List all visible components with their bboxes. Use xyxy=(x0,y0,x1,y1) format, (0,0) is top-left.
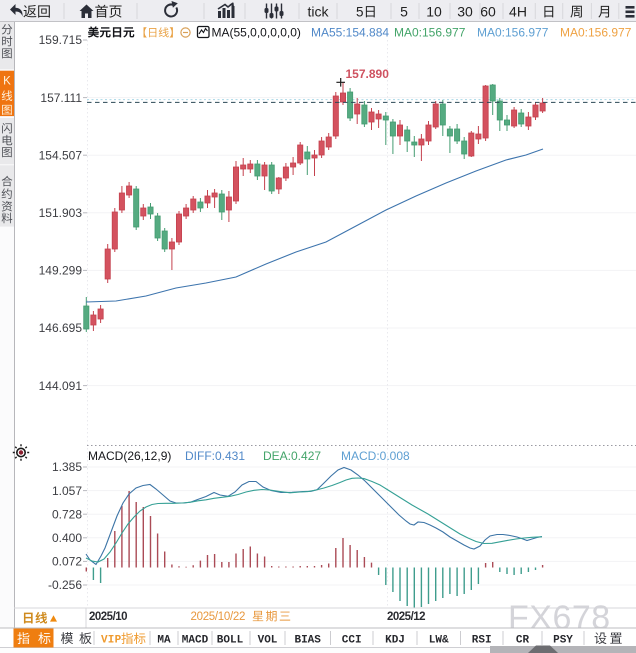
svg-text:2025/12: 2025/12 xyxy=(387,611,425,623)
svg-text:1.057: 1.057 xyxy=(52,484,82,498)
svg-text:MA0:156.977: MA0:156.977 xyxy=(477,26,549,40)
svg-text:MA0:156.977: MA0:156.977 xyxy=(394,26,466,40)
svg-text:4H: 4H xyxy=(509,4,527,20)
svg-text:60: 60 xyxy=(480,4,496,20)
svg-text:MACD: MACD xyxy=(182,635,209,647)
svg-text:MACD(26,12,9): MACD(26,12,9) xyxy=(88,449,171,463)
svg-text:30: 30 xyxy=(457,4,473,20)
svg-text:DIFF:0.431: DIFF:0.431 xyxy=(185,449,245,463)
svg-text:0.400: 0.400 xyxy=(52,531,82,545)
svg-text:BOLL: BOLL xyxy=(217,635,244,647)
svg-text:146.695: 146.695 xyxy=(39,321,83,335)
svg-text:MACD:0.008: MACD:0.008 xyxy=(341,449,410,463)
svg-text:MA55:154.884: MA55:154.884 xyxy=(311,26,389,40)
svg-text:VIP: VIP xyxy=(101,635,122,647)
svg-text:BIAS: BIAS xyxy=(294,635,321,647)
svg-text:149.299: 149.299 xyxy=(39,264,83,278)
svg-text:-0.256: -0.256 xyxy=(48,578,82,592)
svg-text:RSI: RSI xyxy=(472,635,492,647)
svg-text:157.890: 157.890 xyxy=(346,67,390,81)
svg-text:0.728: 0.728 xyxy=(52,507,82,521)
svg-text:157.111: 157.111 xyxy=(40,91,82,105)
svg-text:K: K xyxy=(3,76,11,88)
svg-text:CCI: CCI xyxy=(342,635,362,647)
svg-text:MA: MA xyxy=(157,635,171,647)
svg-text:DEA:0.427: DEA:0.427 xyxy=(263,449,321,463)
svg-text:VOL: VOL xyxy=(258,635,278,647)
svg-text:10: 10 xyxy=(426,4,442,20)
svg-text:2025/10: 2025/10 xyxy=(89,611,127,623)
svg-text:MA0:156.977: MA0:156.977 xyxy=(560,26,632,40)
svg-text:151.903: 151.903 xyxy=(39,206,83,220)
svg-text:tick: tick xyxy=(308,4,330,20)
svg-text:MA(55,0,0,0,0,0): MA(55,0,0,0,0,0) xyxy=(212,26,301,40)
svg-text:CR: CR xyxy=(516,635,530,647)
svg-text:KDJ: KDJ xyxy=(385,635,405,647)
svg-text:154.507: 154.507 xyxy=(39,148,83,162)
svg-text:PSY: PSY xyxy=(553,635,573,647)
svg-text:LW&: LW& xyxy=(429,635,449,647)
svg-text:5: 5 xyxy=(356,5,364,20)
svg-text:5: 5 xyxy=(400,4,408,20)
svg-text:1.385: 1.385 xyxy=(52,460,82,474)
svg-text:0.072: 0.072 xyxy=(52,555,82,569)
svg-text:144.091: 144.091 xyxy=(39,379,83,393)
svg-text:159.715: 159.715 xyxy=(39,33,83,47)
svg-text:2025/10/22: 2025/10/22 xyxy=(191,611,246,623)
